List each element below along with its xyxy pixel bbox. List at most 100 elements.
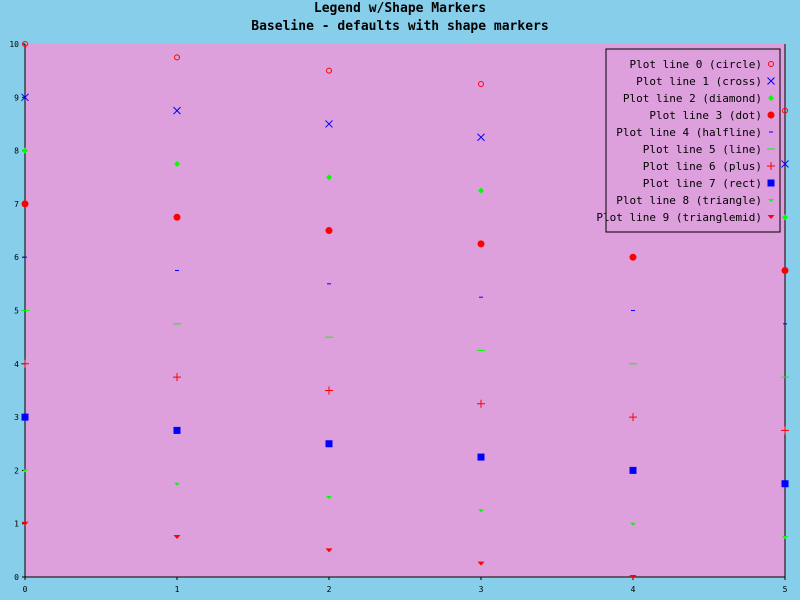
legend-marker [768,199,774,202]
data-point-series-7 [477,453,485,461]
triangle-marker-shape [174,482,180,486]
data-point-series-6 [781,426,789,435]
cross-marker-shape [21,93,29,102]
rect-marker-shape [173,426,181,434]
rect-marker-shape [781,480,789,488]
diamond-marker-shape [782,214,788,221]
x-tick-label: 1 [175,585,180,594]
trianglemid-marker-shape [173,535,181,540]
trianglemid-marker-shape [21,521,29,526]
legend-marker [767,111,775,119]
diamond-marker-shape [478,187,484,194]
data-point-series-0 [478,80,484,87]
cross-marker-shape [781,160,789,168]
data-point-series-0 [782,107,788,114]
data-point-series-0 [22,41,28,47]
data-point-series-3 [477,240,485,248]
data-point-series-3 [781,267,789,275]
legend-marker [767,179,775,187]
cross-marker-shape [325,120,333,128]
data-point-series-1 [477,133,485,142]
data-point-series-3 [629,253,637,261]
data-point-series-6 [325,386,333,395]
data-point-series-1 [21,93,29,102]
legend-label: Plot line 4 (halfline) [616,126,762,139]
y-tick-label: 10 [9,40,19,49]
x-tick-label: 2 [327,585,332,594]
data-point-series-6 [21,359,29,368]
legend-label: Plot line 9 (trianglemid) [596,211,762,224]
cross-marker-shape [767,77,775,85]
y-tick-label: 3 [14,413,19,422]
y-tick-label: 0 [14,573,19,582]
data-point-series-3 [325,227,333,235]
data-point-series-2 [22,147,28,154]
data-point-series-7 [21,413,29,421]
plus-marker-shape [629,413,637,422]
legend-label: Plot line 6 (plus) [643,160,762,173]
data-point-series-9 [477,561,485,566]
legend-label: Plot line 1 (cross) [636,75,762,88]
data-points-layer [21,41,789,579]
y-tick-label: 1 [14,520,19,529]
rect-marker-shape [477,453,485,461]
data-point-series-3 [21,200,29,208]
plus-marker-shape [325,386,333,395]
data-point-series-8 [174,482,180,486]
data-point-series-2 [174,160,180,167]
diamond-marker-shape [22,147,28,154]
circle-marker-shape [768,61,774,67]
legend-label: Plot line 2 (diamond) [623,92,762,105]
data-point-series-6 [629,413,637,422]
legend-marker [767,77,775,85]
title-block: Legend w/Shape Markers Baseline - defaul… [0,0,800,36]
data-point-series-6 [173,373,181,382]
plus-marker-shape [781,426,789,435]
plus-marker-shape [477,399,485,408]
circle-marker-shape [326,67,332,74]
data-point-series-1 [325,120,333,128]
data-point-series-7 [325,440,333,448]
triangle-marker-shape [478,509,484,513]
diamond-marker-shape [174,160,180,167]
data-point-series-3 [173,213,181,221]
triangle-marker-shape [630,522,636,526]
legend-label: Plot line 7 (rect) [643,177,762,190]
circle-marker-shape [22,41,28,47]
circle-marker-shape [782,107,788,114]
data-point-series-7 [629,466,637,474]
dot-marker-shape [477,240,485,248]
dot-marker-shape [629,253,637,261]
plus-marker-shape [767,162,775,170]
triangle-marker-shape [782,536,788,540]
plus-marker-shape [173,373,181,382]
data-point-series-8 [478,509,484,513]
data-point-series-1 [173,106,181,115]
legend-marker [768,95,774,101]
circle-marker-shape [174,54,180,61]
legend-label: Plot line 8 (triangle) [616,194,762,207]
y-tick-label: 9 [14,93,19,102]
dot-marker-shape [767,111,775,119]
y-tick-label: 8 [14,147,19,156]
legend-label: Plot line 3 (dot) [649,109,762,122]
trianglemid-marker-shape [477,561,485,566]
trianglemid-marker-shape [629,575,637,579]
data-point-series-1 [781,160,789,168]
data-point-series-2 [326,174,332,181]
rect-marker-shape [629,466,637,474]
triangle-marker-shape [22,469,28,473]
data-point-series-8 [22,469,28,473]
dot-marker-shape [21,200,29,208]
rect-marker-shape [325,440,333,448]
y-tick-label: 4 [14,360,19,369]
dot-marker-shape [781,267,789,275]
cross-marker-shape [477,133,485,142]
x-tick-label: 5 [783,585,788,594]
data-point-series-9 [629,575,637,579]
data-point-series-8 [630,522,636,526]
dot-marker-shape [173,213,181,221]
rect-marker-shape [21,413,29,421]
diamond-marker-shape [768,95,774,101]
y-tick-label: 7 [14,200,19,209]
